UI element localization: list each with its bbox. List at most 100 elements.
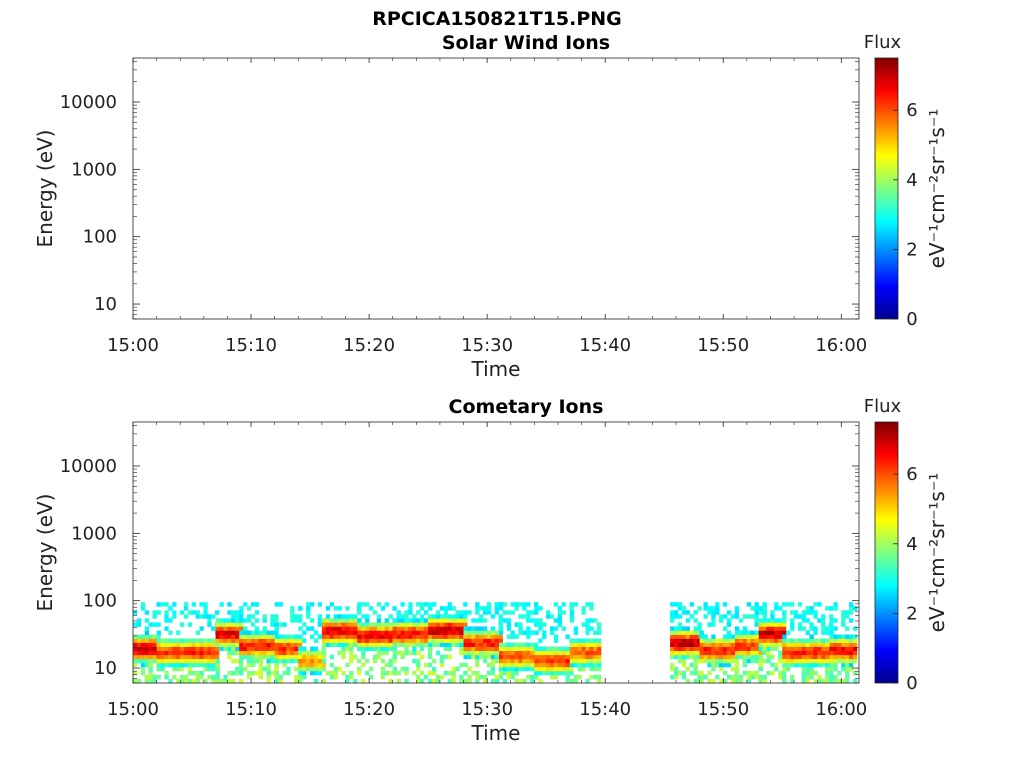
heatmap-cell bbox=[313, 654, 319, 660]
heatmap-cell bbox=[400, 618, 405, 623]
heatmap-cell bbox=[447, 634, 452, 639]
heatmap-cell bbox=[670, 634, 675, 639]
heatmap-cell bbox=[140, 658, 146, 664]
heatmap-cell bbox=[168, 618, 173, 623]
heatmap-cell bbox=[329, 602, 334, 607]
heatmap-cell bbox=[270, 658, 275, 664]
heatmap-cell bbox=[774, 666, 779, 672]
heatmap-cell bbox=[412, 634, 417, 639]
heatmap-cell bbox=[801, 638, 806, 643]
heatmap-cell bbox=[447, 642, 452, 647]
heatmap-cell bbox=[467, 674, 472, 680]
y-tick-label: 10000 bbox=[60, 456, 117, 477]
heatmap-cell bbox=[581, 646, 586, 651]
heatmap-cell bbox=[459, 626, 464, 631]
heatmap-cell bbox=[742, 670, 748, 676]
heatmap-cell bbox=[428, 670, 433, 676]
heatmap-cell bbox=[321, 622, 327, 627]
heatmap-cell bbox=[697, 674, 702, 680]
heatmap-cell bbox=[274, 634, 279, 639]
heatmap-cell bbox=[726, 662, 732, 668]
heatmap-cell bbox=[361, 630, 366, 635]
heatmap-cell bbox=[494, 646, 499, 651]
heatmap-cell bbox=[258, 646, 263, 651]
heatmap-cell bbox=[693, 634, 698, 639]
heatmap-cell bbox=[681, 630, 687, 635]
heatmap-cell bbox=[266, 670, 271, 676]
heatmap-cell bbox=[168, 654, 173, 660]
heatmap-cell bbox=[278, 634, 283, 639]
heatmap-cell bbox=[266, 674, 271, 680]
heatmap-cell bbox=[699, 650, 704, 656]
heatmap-cell bbox=[168, 662, 173, 668]
heatmap-cell bbox=[719, 646, 724, 651]
heatmap-cell bbox=[498, 638, 503, 643]
heatmap-cell bbox=[172, 662, 177, 668]
heatmap-cell bbox=[187, 610, 193, 615]
heatmap-cell bbox=[412, 622, 417, 627]
heatmap-cell bbox=[365, 642, 370, 647]
heatmap-cell bbox=[526, 674, 531, 680]
heatmap-cell bbox=[490, 679, 496, 684]
heatmap-cell bbox=[227, 679, 232, 684]
heatmap-cell bbox=[499, 650, 504, 656]
heatmap-cell bbox=[809, 634, 814, 639]
heatmap-cell bbox=[435, 622, 441, 627]
heatmap-cell bbox=[593, 658, 598, 664]
heatmap-cell bbox=[451, 638, 456, 643]
heatmap-cell bbox=[486, 646, 492, 651]
heatmap-cell bbox=[797, 602, 803, 607]
heatmap-cell bbox=[380, 674, 385, 680]
heatmap-cell bbox=[561, 626, 566, 631]
heatmap-cell bbox=[774, 634, 779, 639]
heatmap-cell bbox=[215, 654, 220, 660]
heatmap-cell bbox=[164, 602, 169, 607]
heatmap-cell bbox=[809, 650, 814, 656]
heatmap-cell bbox=[408, 622, 413, 627]
heatmap-cell bbox=[341, 654, 346, 660]
heatmap-cell bbox=[203, 638, 208, 643]
heatmap-cell bbox=[490, 642, 496, 647]
heatmap-cell bbox=[215, 634, 220, 639]
heatmap-cell bbox=[534, 642, 539, 647]
heatmap-cell bbox=[483, 610, 488, 615]
heatmap-cell bbox=[726, 646, 732, 651]
heatmap-cell bbox=[494, 634, 499, 639]
heatmap-cell bbox=[758, 634, 763, 639]
heatmap-cell bbox=[742, 654, 748, 660]
heatmap-cell bbox=[372, 642, 378, 647]
heatmap-cell bbox=[160, 650, 165, 656]
heatmap-cell bbox=[467, 630, 472, 635]
heatmap-cell bbox=[404, 630, 409, 635]
heatmap-cell bbox=[172, 642, 177, 647]
heatmap-cell bbox=[361, 634, 366, 639]
heatmap-cell bbox=[239, 658, 244, 664]
heatmap-cell bbox=[786, 662, 791, 668]
y-tick-label: 100 bbox=[83, 591, 117, 612]
heatmap-cell bbox=[494, 658, 499, 664]
heatmap-cell bbox=[467, 650, 472, 656]
heatmap-cell bbox=[376, 630, 382, 635]
heatmap-cell bbox=[203, 642, 208, 647]
heatmap-cell bbox=[730, 666, 736, 672]
heatmap-cell bbox=[310, 626, 315, 631]
heatmap-cell bbox=[670, 618, 675, 623]
heatmap-cell bbox=[274, 654, 279, 660]
heatmap-cell bbox=[549, 630, 555, 635]
heatmap-cell bbox=[321, 642, 327, 647]
heatmap-cell bbox=[770, 670, 775, 676]
heatmap-cell bbox=[211, 614, 216, 619]
heatmap-cell bbox=[278, 646, 283, 651]
heatmap-cell bbox=[349, 650, 354, 656]
heatmap-cell bbox=[235, 626, 240, 631]
heatmap-cell bbox=[530, 650, 535, 656]
heatmap-cell bbox=[353, 614, 358, 619]
heatmap-cell bbox=[282, 634, 287, 639]
heatmap-cell bbox=[707, 646, 712, 651]
x-tick-label: 15:10 bbox=[225, 699, 277, 720]
heatmap-cell bbox=[801, 642, 806, 647]
heatmap-cell bbox=[443, 646, 448, 651]
heatmap-cell bbox=[597, 622, 602, 627]
heatmap-cell bbox=[681, 662, 687, 668]
heatmap-cell bbox=[518, 650, 523, 656]
